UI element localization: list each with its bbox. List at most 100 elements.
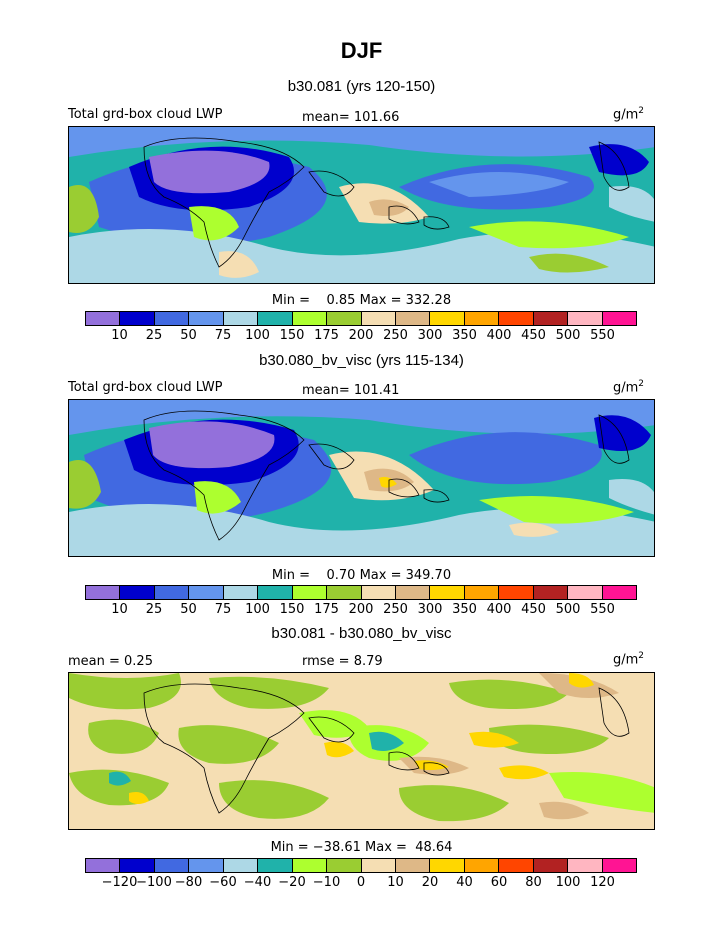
colorbar-swatch [327,312,362,325]
colorbar-tick-label: 400 [486,328,512,343]
colorbar-tick-label: 500 [555,328,581,343]
colorbar-tick-label: −100 [136,875,172,890]
colorbar-tick-label: 50 [180,328,197,343]
panel-1-coastlines [143,137,630,268]
units-superscript: 2 [638,379,645,389]
colorbar-tick-label: 10 [387,875,404,890]
colorbar-tick-label: 100 [555,875,581,890]
panel-3-coastlines [143,683,630,814]
panel-3-subtitle: b30.081 - b30.080_bv_visc [271,625,452,642]
colorbar-tick-label: 120 [590,875,615,890]
colorbar-swatch [395,859,431,872]
panel-2-colorbar-ticks: 10 25 50 75 100 150 175 200 250 300 350 400 450 500 55… [85,602,637,618]
colorbar-tick-label: 25 [145,602,163,617]
colorbar-tick-label: 175 [314,602,339,617]
colorbar-tick-label: 150 [279,328,305,343]
colorbar-tick-label: 350 [452,328,477,343]
colorbar-swatch [223,586,259,599]
colorbar-swatch [499,312,534,325]
panel-2-contour-fills [69,400,654,556]
units-text: g/m [613,380,639,396]
colorbar-swatch [292,859,328,872]
colorbar-tick-label: 450 [521,602,546,617]
colorbar-swatch [464,586,500,599]
colorbar-tick-label: 300 [417,328,443,343]
panel-2-subtitle: b30.080_bv_visc (yrs 115-134) [259,352,464,369]
colorbar-swatch [430,586,465,599]
panel-2-mean-label: mean= 101.41 [302,383,400,398]
colorbar-tick-label: −60 [209,875,237,890]
panel-1-colorbar [85,311,637,326]
colorbar-swatch [361,586,396,599]
colorbar-tick-label: 10 [111,602,128,617]
colorbar-tick-label: 350 [452,602,477,617]
panel-2-variable-label: Total grd-box cloud LWP [68,380,223,395]
colorbar-tick-label: 550 [590,328,615,343]
colorbar-tick-label: 400 [486,602,512,617]
panel-3-minmax: Min = −38.61 Max = 48.64 [270,840,453,855]
colorbar-swatch [258,859,293,872]
panel-3-contour-fills [69,673,654,822]
colorbar-swatch [602,859,636,872]
panel-2-colorbar [85,585,637,600]
colorbar-swatch [292,586,328,599]
colorbar-tick-label: 20 [421,875,439,890]
colorbar-swatch [464,859,500,872]
panel-3-colorbar-ticks: −120 −100 −80 −60 −40 −20 −10 0 10 20 40 60 80 100 120 [85,875,637,891]
colorbar-swatch [154,312,190,325]
colorbar-tick-label: 40 [456,875,473,890]
panel-3-map [68,672,655,830]
colorbar-swatch [120,586,155,599]
panel-2-minmax: Min = 0.70 Max = 349.70 [271,568,452,583]
colorbar-swatch [154,586,190,599]
colorbar-swatch [189,859,224,872]
colorbar-swatch [258,312,293,325]
colorbar-tick-label: 550 [590,602,615,617]
colorbar-swatch [568,859,603,872]
colorbar-tick-label: 150 [279,602,305,617]
colorbar-swatch [568,312,603,325]
colorbar-tick-label: −20 [278,875,306,890]
colorbar-swatch [533,859,569,872]
colorbar-tick-label: 0 [356,875,366,890]
units-superscript: 2 [638,106,645,116]
colorbar-swatch [223,312,259,325]
colorbar-swatch [86,586,121,599]
colorbar-tick-label: −120 [101,875,138,890]
colorbar-swatch [223,859,259,872]
colorbar-swatch [430,859,465,872]
panel-3-units-label: g/m2 [613,651,644,667]
panel-1-mean-label: mean= 101.66 [302,110,400,125]
colorbar-tick-label: 80 [525,875,542,890]
colorbar-swatch [189,312,224,325]
colorbar-swatch [395,586,431,599]
colorbar-swatch [154,859,190,872]
colorbar-swatch [86,859,121,872]
colorbar-swatch [602,586,636,599]
colorbar-swatch [120,859,155,872]
colorbar-swatch [568,586,603,599]
colorbar-tick-label: 100 [245,602,270,617]
colorbar-tick-label: −40 [243,875,272,890]
panel-1-contour-fills [69,127,654,283]
colorbar-swatch [533,586,569,599]
colorbar-tick-label: 75 [214,328,232,343]
colorbar-swatch [189,586,224,599]
panel-2-coastlines [143,410,630,541]
colorbar-tick-label: 100 [245,328,270,343]
panel-3-mean-label: mean = 0.25 [68,654,153,669]
colorbar-tick-label: 300 [417,602,443,617]
colorbar-tick-label: 175 [314,328,339,343]
colorbar-tick-label: 200 [348,328,374,343]
colorbar-tick-label: 450 [521,328,546,343]
colorbar-swatch [499,859,534,872]
units-superscript: 2 [638,651,645,661]
colorbar-tick-label: −10 [312,875,341,890]
colorbar-tick-label: 250 [383,602,408,617]
colorbar-tick-label: 60 [490,875,508,890]
panel-3-rmse-label: rmse = 8.79 [302,654,383,669]
colorbar-tick-label: −80 [174,875,203,890]
colorbar-swatch [327,859,362,872]
panel-3-colorbar [85,858,637,873]
colorbar-tick-label: 500 [555,602,581,617]
